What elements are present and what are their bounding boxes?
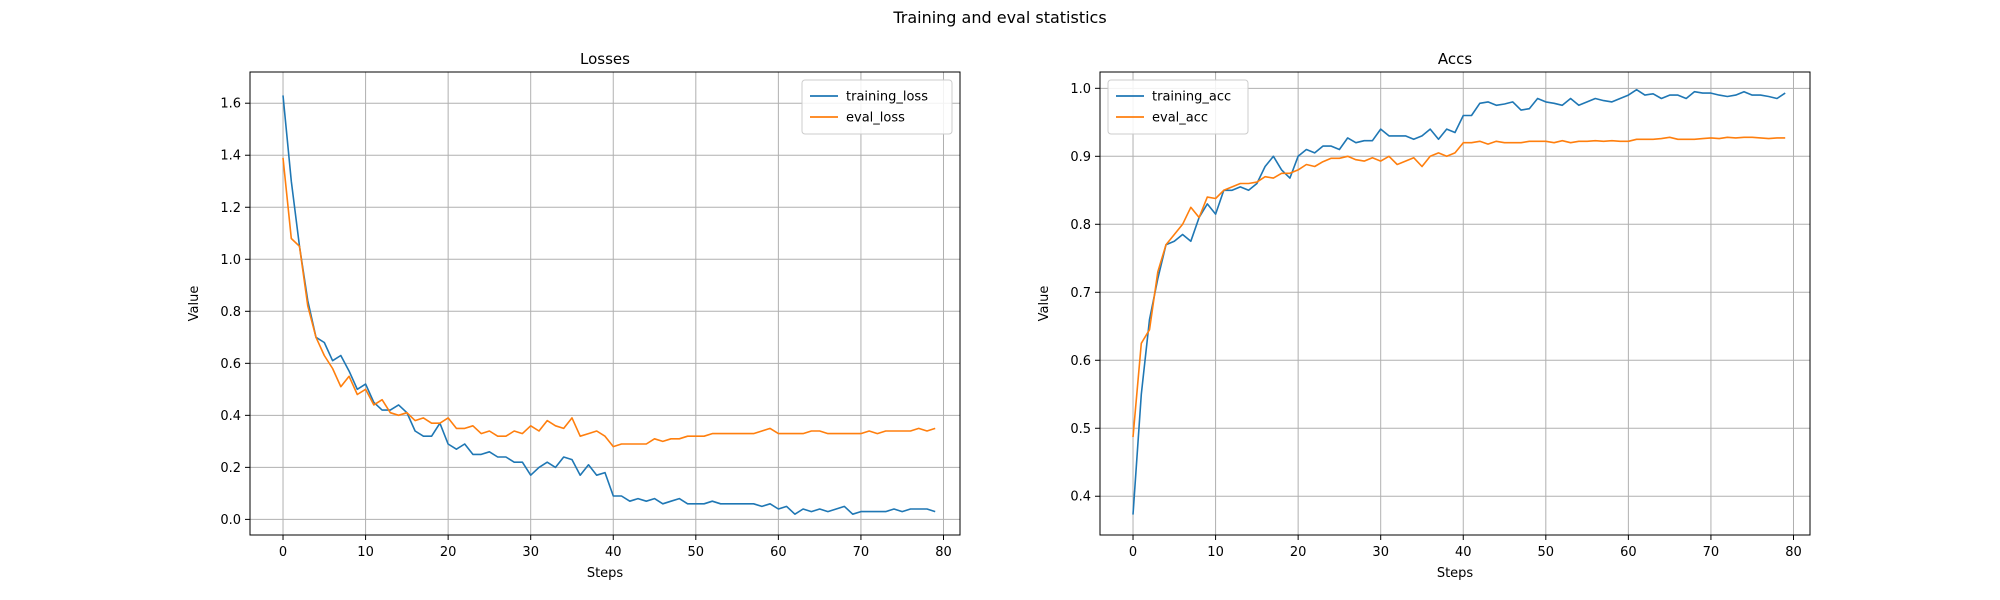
y-tick-label: 0.2: [220, 461, 241, 476]
y-tick-label: 1.6: [220, 97, 241, 112]
x-tick-label: 20: [440, 545, 457, 560]
x-tick-label: 0: [279, 545, 287, 560]
x-tick-label: 40: [605, 545, 622, 560]
legend-label-training_acc: training_acc: [1152, 90, 1231, 105]
series-line-eval_acc: [1132, 136, 1786, 438]
legend-box: [801, 79, 953, 135]
series-line-training_acc: [1132, 88, 1786, 515]
y-tick-label: 0.0: [220, 513, 241, 528]
y-tick-label: 0.8: [220, 305, 241, 320]
y-tick-label: 0.6: [220, 357, 241, 372]
x-tick-label: 60: [770, 545, 787, 560]
chart-0: 0 10 20 30 40 50 60 70 80 0.0 0.2 0.4 0.6 0.8 1.0 1.2 1.…: [187, 50, 961, 581]
legend: training_acc eval_acc: [1107, 79, 1249, 135]
x-tick-label: 70: [1703, 545, 1720, 560]
figure-suptitle: Training and eval statistics: [893, 8, 1107, 27]
y-tick-label: 0.9: [1070, 150, 1091, 165]
x-tick-label: 80: [935, 545, 952, 560]
x-tick-label: 80: [1785, 545, 1802, 560]
legend-label-eval_acc: eval_acc: [1152, 111, 1208, 126]
x-axis-label: Steps: [1437, 566, 1474, 581]
legend-box: [1107, 79, 1249, 135]
y-tick-label: 0.5: [1070, 422, 1091, 437]
y-tick-label: 0.6: [1070, 354, 1091, 369]
y-tick-label: 0.4: [220, 409, 241, 424]
chart-1: 0 10 20 30 40 50 60 70 80 0.4 0.5 0.6 0.7 0.8 0.9 1.0 Ac…: [1037, 50, 1811, 581]
x-tick-label: 50: [688, 545, 705, 560]
y-tick-label: 0.7: [1070, 286, 1091, 301]
chart-title: Accs: [1438, 50, 1472, 68]
x-tick-label: 0: [1129, 545, 1137, 560]
y-tick-label: 1.0: [1070, 82, 1091, 97]
y-axis-label: Value: [1037, 286, 1052, 322]
x-tick-label: 70: [853, 545, 870, 560]
series-line-training_loss: [282, 95, 936, 516]
x-tick-label: 50: [1538, 545, 1555, 560]
x-axis-label: Steps: [587, 566, 624, 581]
x-tick-label: 30: [1372, 545, 1389, 560]
y-tick-label: 1.2: [220, 201, 241, 216]
x-tick-label: 30: [522, 545, 539, 560]
y-axis-label: Value: [187, 286, 202, 322]
legend: training_loss eval_loss: [801, 79, 953, 135]
y-tick-label: 1.0: [220, 253, 241, 268]
x-tick-label: 10: [357, 545, 374, 560]
axes-frame: [1099, 71, 1811, 536]
x-tick-label: 40: [1455, 545, 1472, 560]
legend-label-training_loss: training_loss: [846, 90, 928, 105]
series-line-eval_loss: [282, 157, 936, 448]
x-tick-label: 10: [1207, 545, 1224, 560]
y-tick-label: 0.4: [1070, 490, 1091, 505]
y-tick-label: 0.8: [1070, 218, 1091, 233]
legend-label-eval_loss: eval_loss: [846, 111, 905, 126]
y-tick-label: 1.4: [220, 149, 241, 164]
chart-title: Losses: [580, 50, 630, 68]
axes-frame: [249, 71, 961, 536]
x-tick-label: 60: [1620, 545, 1637, 560]
x-tick-label: 20: [1290, 545, 1307, 560]
